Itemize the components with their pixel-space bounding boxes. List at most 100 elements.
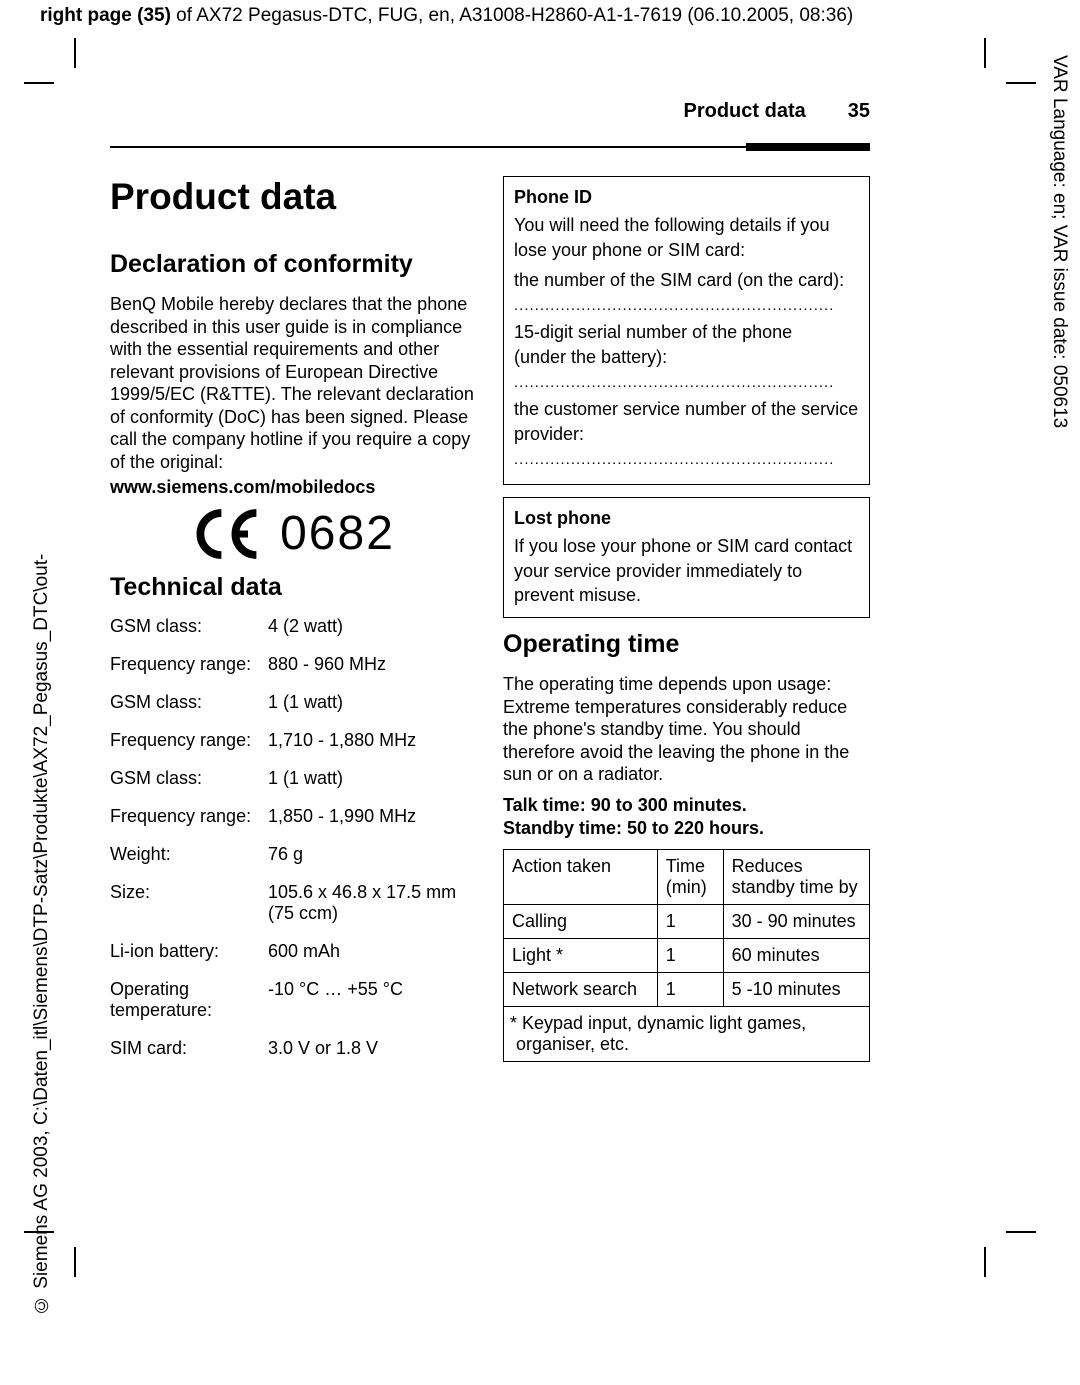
tech-label: Operating temperature: (110, 979, 268, 1021)
crop-mark (1006, 82, 1036, 84)
tech-row: GSM class:1 (1 watt) (110, 692, 477, 713)
technical-heading: Technical data (110, 573, 477, 602)
tech-value: 1,850 - 1,990 MHz (268, 806, 477, 827)
dotted-line: ........................................… (514, 450, 859, 470)
phone-id-line3a: the customer service number of the servi… (514, 397, 859, 421)
operating-times: Talk time: 90 to 300 minutes. Standby ti… (503, 794, 870, 841)
lost-phone-title: Lost phone (514, 506, 859, 530)
running-header: Product data 35 (110, 100, 870, 128)
tech-value: 1,710 - 1,880 MHz (268, 730, 477, 751)
page-meta-rest: of AX72 Pegasus-DTC, FUG, en, A31008-H28… (171, 5, 853, 26)
tech-row: Weight:76 g (110, 844, 477, 865)
technical-table: GSM class:4 (2 watt) Frequency range:880… (110, 616, 477, 1059)
ot-cell: 60 minutes (723, 938, 869, 972)
ot-row: Calling 1 30 - 90 minutes (504, 904, 870, 938)
header-rule (110, 146, 870, 148)
ce-mark: 0682 (110, 506, 477, 561)
tech-value: 105.6 x 46.8 x 17.5 mm (75 ccm) (268, 882, 477, 924)
ot-footnote-row: * Keypad input, dynamic light games, org… (504, 1006, 870, 1061)
declaration-link: www.siemens.com/mobiledocs (110, 477, 477, 498)
crop-mark (74, 38, 76, 68)
ot-cell: 1 (657, 972, 723, 1006)
ce-icon (192, 509, 262, 559)
tech-value: 880 - 960 MHz (268, 654, 477, 675)
ot-header: Reduces standby time by (723, 849, 869, 904)
ot-row: Light * 1 60 minutes (504, 938, 870, 972)
phone-id-line2a: 15-digit serial number of the phone (514, 320, 859, 344)
ot-header-row: Action taken Time (min) Reduces standby … (504, 849, 870, 904)
tech-row: SIM card:3.0 V or 1.8 V (110, 1038, 477, 1059)
tech-row: Frequency range:1,710 - 1,880 MHz (110, 730, 477, 751)
tech-row: Frequency range:880 - 960 MHz (110, 654, 477, 675)
ot-cell: 5 -10 minutes (723, 972, 869, 1006)
tech-value: -10 °C … +55 °C (268, 979, 477, 1021)
crop-mark (24, 82, 54, 84)
tech-label: Frequency range: (110, 730, 268, 751)
talk-time: Talk time: 90 to 300 minutes. (503, 794, 870, 817)
tech-value: 1 (1 watt) (268, 768, 477, 789)
phone-id-line1: the number of the SIM card (on the card)… (514, 268, 859, 292)
tech-label: Size: (110, 882, 268, 924)
two-columns: Product data Declaration of conformity B… (110, 176, 870, 1076)
ot-cell: Calling (504, 904, 658, 938)
tech-label: Frequency range: (110, 806, 268, 827)
ot-cell: 1 (657, 938, 723, 972)
dotted-line: ........................................… (514, 296, 859, 316)
ot-footnote: * Keypad input, dynamic light games, org… (504, 1006, 870, 1061)
ce-number: 0682 (280, 506, 395, 561)
crop-mark (984, 38, 986, 68)
right-column: Phone ID You will need the following det… (503, 176, 870, 1076)
tech-row: Size:105.6 x 46.8 x 17.5 mm (75 ccm) (110, 882, 477, 924)
tech-value: 1 (1 watt) (268, 692, 477, 713)
phone-id-line3b: provider: (514, 422, 859, 446)
page-title: Product data (110, 176, 477, 218)
phone-id-box: Phone ID You will need the following det… (503, 176, 870, 485)
standby-time: Standby time: 50 to 220 hours. (503, 817, 870, 840)
ot-cell: Network search (504, 972, 658, 1006)
page-content: Product data 35 Product data Declaration… (110, 100, 870, 1076)
running-page-number: 35 (848, 100, 870, 123)
page-meta-prefix: right page (35) (40, 5, 171, 26)
tech-label: Weight: (110, 844, 268, 865)
ot-cell: 30 - 90 minutes (723, 904, 869, 938)
ot-header: Action taken (504, 849, 658, 904)
tech-row: Frequency range:1,850 - 1,990 MHz (110, 806, 477, 827)
tech-value: 76 g (268, 844, 477, 865)
tech-value: 3.0 V or 1.8 V (268, 1038, 477, 1059)
tech-value: 600 mAh (268, 941, 477, 962)
phone-id-title: Phone ID (514, 185, 859, 209)
tech-value: 4 (2 watt) (268, 616, 477, 637)
tech-label: GSM class: (110, 692, 268, 713)
tech-row: GSM class:4 (2 watt) (110, 616, 477, 637)
lost-phone-body: If you lose your phone or SIM card conta… (514, 534, 859, 607)
ot-row: Network search 1 5 -10 minutes (504, 972, 870, 1006)
ot-cell: Light * (504, 938, 658, 972)
lost-phone-box: Lost phone If you lose your phone or SIM… (503, 497, 870, 618)
declaration-body: BenQ Mobile hereby declares that the pho… (110, 293, 477, 473)
page-meta-header: right page (35) of AX72 Pegasus-DTC, FUG… (40, 5, 853, 27)
phone-id-intro: You will need the following details if y… (514, 213, 859, 262)
crop-mark (1006, 1231, 1036, 1233)
ot-header: Time (min) (657, 849, 723, 904)
tech-label: GSM class: (110, 768, 268, 789)
crop-mark (24, 1231, 54, 1233)
tech-label: Frequency range: (110, 654, 268, 675)
crop-mark (74, 1247, 76, 1277)
tech-row: GSM class:1 (1 watt) (110, 768, 477, 789)
left-column: Product data Declaration of conformity B… (110, 176, 477, 1076)
dotted-line: ........................................… (514, 373, 859, 393)
vertical-right-text: VAR Language: en; VAR issue date: 050613 (1048, 55, 1070, 555)
operating-heading: Operating time (503, 630, 870, 659)
tech-label: GSM class: (110, 616, 268, 637)
tech-label: Li-ion battery: (110, 941, 268, 962)
crop-mark (984, 1247, 986, 1277)
ot-cell: 1 (657, 904, 723, 938)
operating-table: Action taken Time (min) Reduces standby … (503, 849, 870, 1062)
declaration-heading: Declaration of conformity (110, 250, 477, 279)
operating-body: The operating time depends upon usage: E… (503, 673, 870, 786)
tech-row: Li-ion battery:600 mAh (110, 941, 477, 962)
phone-id-line2b: (under the battery): (514, 345, 859, 369)
vertical-left-text: © Siemens AG 2003, C:\Daten_itl\Siemens\… (31, 515, 53, 1315)
tech-row: Operating temperature:-10 °C … +55 °C (110, 979, 477, 1021)
tech-label: SIM card: (110, 1038, 268, 1059)
